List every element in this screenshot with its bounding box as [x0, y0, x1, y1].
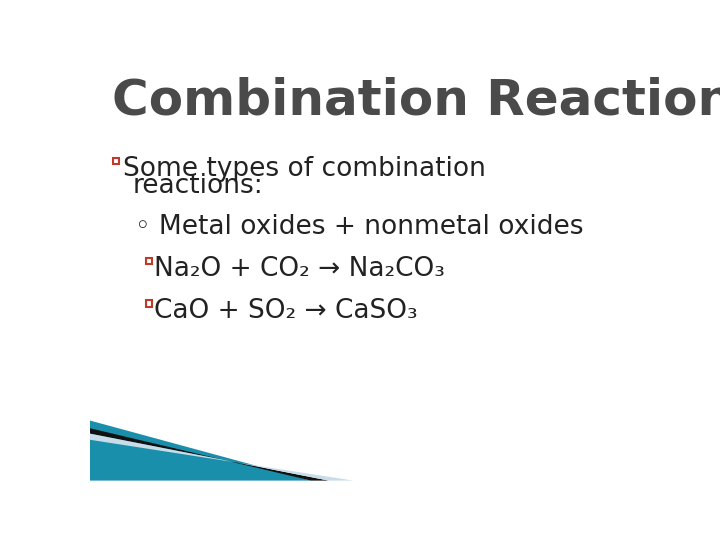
Text: CaO + SO₂ → CaSO₃: CaO + SO₂ → CaSO₃	[154, 298, 418, 324]
Text: reactions:: reactions:	[132, 173, 264, 199]
Bar	[145, 258, 152, 264]
Bar	[145, 300, 152, 307]
Text: Combination Reactions: Combination Reactions	[112, 76, 720, 124]
Polygon shape	[90, 421, 311, 481]
Text: Some types of combination: Some types of combination	[122, 156, 485, 181]
Bar	[113, 158, 120, 164]
Polygon shape	[90, 434, 354, 481]
Polygon shape	[90, 428, 329, 481]
Text: Na₂O + CO₂ → Na₂CO₃: Na₂O + CO₂ → Na₂CO₃	[154, 256, 445, 282]
Text: ◦ Metal oxides + nonmetal oxides: ◦ Metal oxides + nonmetal oxides	[135, 214, 583, 240]
